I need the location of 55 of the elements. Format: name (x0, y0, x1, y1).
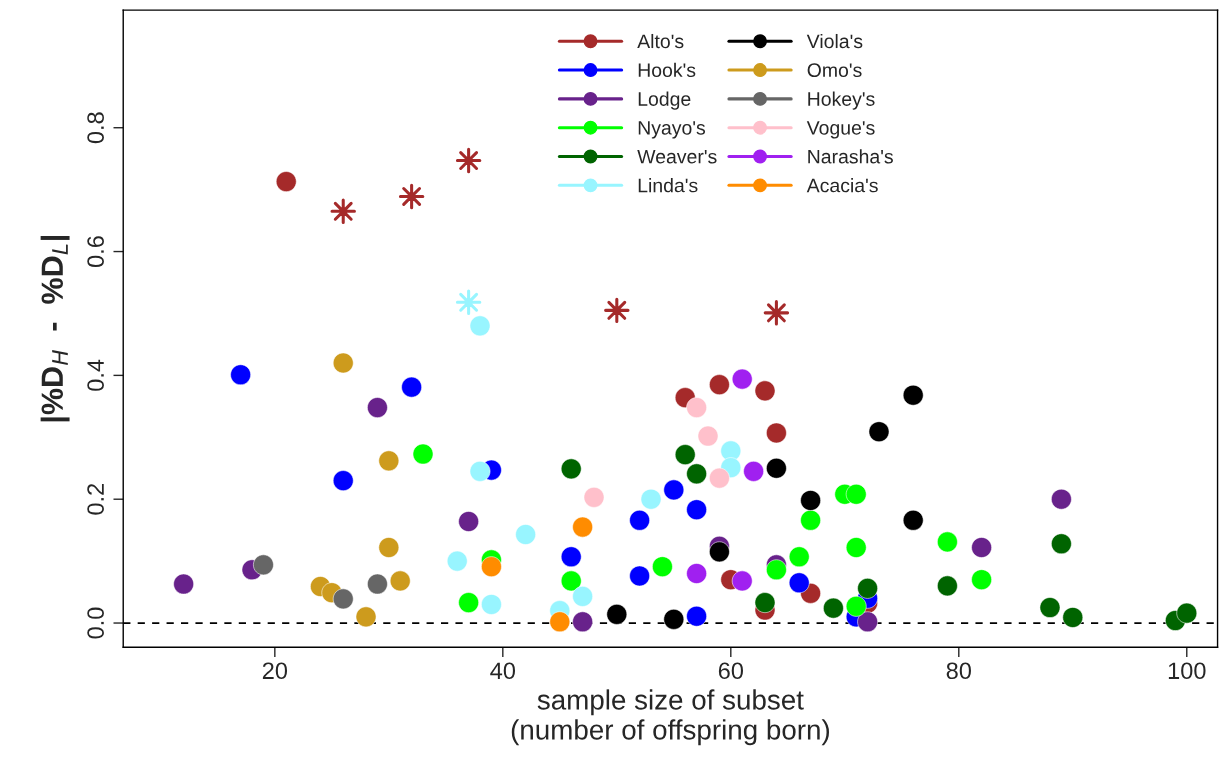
point (481, 594, 502, 615)
point (937, 531, 958, 553)
point (572, 516, 593, 538)
x-tick-label: 80 (946, 662, 971, 680)
point (455, 147, 482, 174)
y-tick-label: 0.0 (87, 607, 104, 639)
legend-label: Alto's (637, 33, 684, 49)
legend-label: Acacia's (806, 178, 878, 193)
point (663, 479, 685, 501)
point (709, 467, 730, 489)
point (1176, 602, 1198, 624)
point (766, 559, 787, 581)
point (367, 573, 388, 595)
point (709, 541, 730, 563)
legend-label: Lodge (638, 91, 691, 110)
point (823, 597, 844, 619)
y-axis-title: |%D$_{H}$ - %D$_{L}$| (40, 236, 70, 422)
legend-label: Viola's (806, 33, 863, 49)
point (652, 556, 673, 578)
x-tick-label: 60 (718, 662, 744, 680)
point (458, 511, 479, 532)
x-tick-label: 100 (1168, 662, 1206, 680)
point (173, 573, 194, 595)
x-axis-title: sample size of subset (number of offspring born) (511, 689, 830, 746)
point (367, 397, 388, 418)
legend-label: Nyayo's (638, 121, 706, 139)
point (572, 611, 593, 633)
y-tick-label: 0.8 (87, 112, 104, 144)
point (378, 450, 400, 472)
legend-label: Hokey's (808, 91, 875, 110)
point (230, 364, 251, 386)
legend-label: Vogue's (806, 121, 875, 139)
legend-label: Narasha's (808, 149, 893, 164)
point (455, 289, 482, 316)
point (330, 198, 356, 225)
point (686, 397, 707, 418)
y-tick-label: 0.6 (87, 236, 104, 268)
y-tick-label: 0.2 (87, 483, 104, 515)
point (686, 563, 707, 584)
x-tick-label: 20 (262, 662, 288, 680)
point (902, 384, 924, 406)
point (902, 509, 924, 531)
point (604, 297, 630, 324)
point (398, 183, 425, 210)
y-tick-label: 0.4 (87, 359, 104, 391)
point (766, 457, 787, 479)
legend-label: Weaver's (637, 149, 717, 164)
point (560, 570, 582, 592)
point (763, 300, 790, 326)
x-tick-label: 40 (490, 662, 516, 680)
legend-label: Omo's (807, 63, 862, 78)
point (845, 595, 867, 617)
legend-label: Linda's (638, 178, 698, 193)
point (709, 374, 730, 396)
legend-label: Hook's (638, 62, 696, 78)
